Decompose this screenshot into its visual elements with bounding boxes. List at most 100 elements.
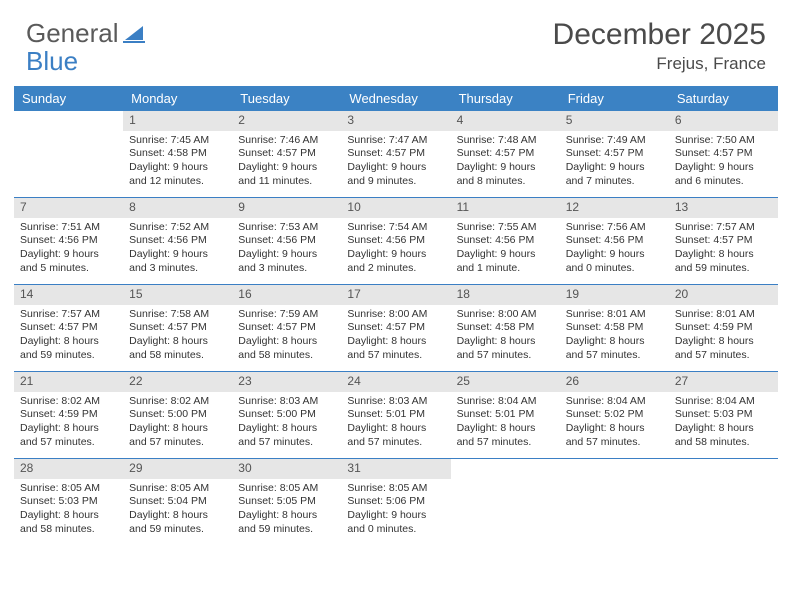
day-number: 27 bbox=[669, 372, 778, 392]
sunrise-text: Sunrise: 8:03 AM bbox=[238, 395, 335, 409]
daylight-text: Daylight: 8 hours and 57 minutes. bbox=[347, 335, 444, 362]
daylight-text: Daylight: 9 hours and 12 minutes. bbox=[129, 161, 226, 188]
page-header: General December 2025 Frejus, France bbox=[0, 0, 792, 80]
sunset-text: Sunset: 4:58 PM bbox=[129, 147, 226, 161]
sunset-text: Sunset: 5:04 PM bbox=[129, 495, 226, 509]
calendar-cell: 18Sunrise: 8:00 AMSunset: 4:58 PMDayligh… bbox=[451, 285, 560, 371]
daylight-text: Daylight: 8 hours and 57 minutes. bbox=[566, 422, 663, 449]
sunrise-text: Sunrise: 7:46 AM bbox=[238, 134, 335, 148]
sunset-text: Sunset: 4:56 PM bbox=[566, 234, 663, 248]
day-number: 29 bbox=[123, 459, 232, 479]
sunset-text: Sunset: 4:57 PM bbox=[238, 147, 335, 161]
daylight-text: Daylight: 9 hours and 3 minutes. bbox=[238, 248, 335, 275]
day-number: 16 bbox=[232, 285, 341, 305]
sunrise-text: Sunrise: 8:04 AM bbox=[566, 395, 663, 409]
day-number: 24 bbox=[341, 372, 450, 392]
sunset-text: Sunset: 5:05 PM bbox=[238, 495, 335, 509]
weekday-header: Thursday bbox=[451, 86, 560, 111]
day-number: 3 bbox=[341, 111, 450, 131]
sunset-text: Sunset: 4:57 PM bbox=[347, 147, 444, 161]
weekday-header: Wednesday bbox=[341, 86, 450, 111]
calendar-cell: 17Sunrise: 8:00 AMSunset: 4:57 PMDayligh… bbox=[341, 285, 450, 371]
sunset-text: Sunset: 5:06 PM bbox=[347, 495, 444, 509]
sunset-text: Sunset: 4:57 PM bbox=[129, 321, 226, 335]
day-info: Sunrise: 8:05 AMSunset: 5:04 PMDaylight:… bbox=[123, 479, 232, 543]
day-number: 2 bbox=[232, 111, 341, 131]
sunrise-text: Sunrise: 7:53 AM bbox=[238, 221, 335, 235]
day-info: Sunrise: 7:57 AMSunset: 4:57 PMDaylight:… bbox=[669, 218, 778, 282]
sunrise-text: Sunrise: 7:57 AM bbox=[20, 308, 117, 322]
sunset-text: Sunset: 4:57 PM bbox=[238, 321, 335, 335]
sunrise-text: Sunrise: 8:05 AM bbox=[347, 482, 444, 496]
day-number: 4 bbox=[451, 111, 560, 131]
sunrise-text: Sunrise: 8:05 AM bbox=[20, 482, 117, 496]
sunrise-text: Sunrise: 7:45 AM bbox=[129, 134, 226, 148]
daylight-text: Daylight: 9 hours and 0 minutes. bbox=[566, 248, 663, 275]
calendar-cell: 7Sunrise: 7:51 AMSunset: 4:56 PMDaylight… bbox=[14, 198, 123, 284]
sunset-text: Sunset: 4:56 PM bbox=[457, 234, 554, 248]
weekday-header: Friday bbox=[560, 86, 669, 111]
calendar-cell: 13Sunrise: 7:57 AMSunset: 4:57 PMDayligh… bbox=[669, 198, 778, 284]
day-number: 26 bbox=[560, 372, 669, 392]
daylight-text: Daylight: 8 hours and 57 minutes. bbox=[457, 335, 554, 362]
day-number: 28 bbox=[14, 459, 123, 479]
day-info: Sunrise: 8:00 AMSunset: 4:58 PMDaylight:… bbox=[451, 305, 560, 369]
day-info: Sunrise: 7:57 AMSunset: 4:57 PMDaylight:… bbox=[14, 305, 123, 369]
calendar-cell: 29Sunrise: 8:05 AMSunset: 5:04 PMDayligh… bbox=[123, 459, 232, 545]
sunrise-text: Sunrise: 7:55 AM bbox=[457, 221, 554, 235]
sunset-text: Sunset: 4:56 PM bbox=[238, 234, 335, 248]
calendar-cell: 9Sunrise: 7:53 AMSunset: 4:56 PMDaylight… bbox=[232, 198, 341, 284]
daylight-text: Daylight: 9 hours and 11 minutes. bbox=[238, 161, 335, 188]
day-info: Sunrise: 8:04 AMSunset: 5:01 PMDaylight:… bbox=[451, 392, 560, 456]
sunrise-text: Sunrise: 8:00 AM bbox=[457, 308, 554, 322]
daylight-text: Daylight: 8 hours and 57 minutes. bbox=[675, 335, 772, 362]
sunrise-text: Sunrise: 8:01 AM bbox=[675, 308, 772, 322]
weekday-header: Monday bbox=[123, 86, 232, 111]
sunset-text: Sunset: 4:56 PM bbox=[347, 234, 444, 248]
calendar-cell: 26Sunrise: 8:04 AMSunset: 5:02 PMDayligh… bbox=[560, 372, 669, 458]
day-number: 21 bbox=[14, 372, 123, 392]
calendar-cell: 28Sunrise: 8:05 AMSunset: 5:03 PMDayligh… bbox=[14, 459, 123, 545]
sunset-text: Sunset: 5:03 PM bbox=[20, 495, 117, 509]
daylight-text: Daylight: 8 hours and 58 minutes. bbox=[129, 335, 226, 362]
day-number: 12 bbox=[560, 198, 669, 218]
day-info: Sunrise: 7:58 AMSunset: 4:57 PMDaylight:… bbox=[123, 305, 232, 369]
calendar-cell: 12Sunrise: 7:56 AMSunset: 4:56 PMDayligh… bbox=[560, 198, 669, 284]
calendar-cell: 14Sunrise: 7:57 AMSunset: 4:57 PMDayligh… bbox=[14, 285, 123, 371]
brand-part2: Blue bbox=[26, 46, 78, 77]
logo-sail-icon bbox=[123, 24, 145, 44]
sunset-text: Sunset: 4:58 PM bbox=[457, 321, 554, 335]
daylight-text: Daylight: 9 hours and 3 minutes. bbox=[129, 248, 226, 275]
day-number: 10 bbox=[341, 198, 450, 218]
sunset-text: Sunset: 4:59 PM bbox=[675, 321, 772, 335]
daylight-text: Daylight: 8 hours and 59 minutes. bbox=[129, 509, 226, 536]
calendar-cell: 31Sunrise: 8:05 AMSunset: 5:06 PMDayligh… bbox=[341, 459, 450, 545]
page-subtitle: Frejus, France bbox=[553, 54, 766, 74]
daylight-text: Daylight: 8 hours and 58 minutes. bbox=[675, 422, 772, 449]
calendar-cell bbox=[14, 111, 123, 197]
calendar-cell: 22Sunrise: 8:02 AMSunset: 5:00 PMDayligh… bbox=[123, 372, 232, 458]
day-info: Sunrise: 7:53 AMSunset: 4:56 PMDaylight:… bbox=[232, 218, 341, 282]
day-info: Sunrise: 8:03 AMSunset: 5:01 PMDaylight:… bbox=[341, 392, 450, 456]
calendar-cell: 16Sunrise: 7:59 AMSunset: 4:57 PMDayligh… bbox=[232, 285, 341, 371]
day-info: Sunrise: 7:50 AMSunset: 4:57 PMDaylight:… bbox=[669, 131, 778, 195]
sunrise-text: Sunrise: 7:58 AM bbox=[129, 308, 226, 322]
day-number: 11 bbox=[451, 198, 560, 218]
day-number: 5 bbox=[560, 111, 669, 131]
calendar-cell bbox=[669, 459, 778, 545]
day-number: 19 bbox=[560, 285, 669, 305]
day-info: Sunrise: 7:52 AMSunset: 4:56 PMDaylight:… bbox=[123, 218, 232, 282]
day-number: 15 bbox=[123, 285, 232, 305]
weekday-header: Saturday bbox=[669, 86, 778, 111]
sunset-text: Sunset: 4:57 PM bbox=[347, 321, 444, 335]
calendar-cell: 20Sunrise: 8:01 AMSunset: 4:59 PMDayligh… bbox=[669, 285, 778, 371]
calendar-cell: 15Sunrise: 7:58 AMSunset: 4:57 PMDayligh… bbox=[123, 285, 232, 371]
day-info: Sunrise: 8:01 AMSunset: 4:58 PMDaylight:… bbox=[560, 305, 669, 369]
day-number: 25 bbox=[451, 372, 560, 392]
sunset-text: Sunset: 5:01 PM bbox=[457, 408, 554, 422]
calendar-cell: 11Sunrise: 7:55 AMSunset: 4:56 PMDayligh… bbox=[451, 198, 560, 284]
sunrise-text: Sunrise: 7:59 AM bbox=[238, 308, 335, 322]
brand-part1: General bbox=[26, 18, 119, 49]
calendar-cell: 27Sunrise: 8:04 AMSunset: 5:03 PMDayligh… bbox=[669, 372, 778, 458]
day-info: Sunrise: 7:54 AMSunset: 4:56 PMDaylight:… bbox=[341, 218, 450, 282]
